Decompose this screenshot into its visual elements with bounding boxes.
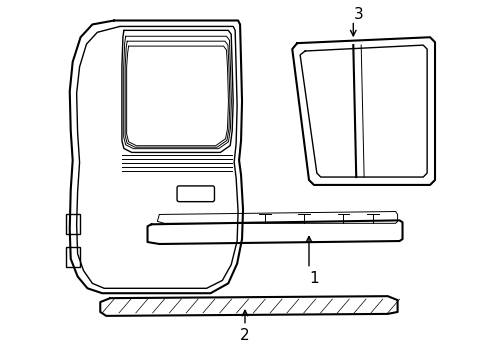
Text: 3: 3 bbox=[353, 7, 363, 22]
Bar bbox=[66, 247, 80, 267]
FancyBboxPatch shape bbox=[177, 186, 214, 202]
Text: 1: 1 bbox=[308, 271, 318, 286]
Text: 2: 2 bbox=[240, 328, 249, 343]
Bar bbox=[66, 215, 80, 234]
